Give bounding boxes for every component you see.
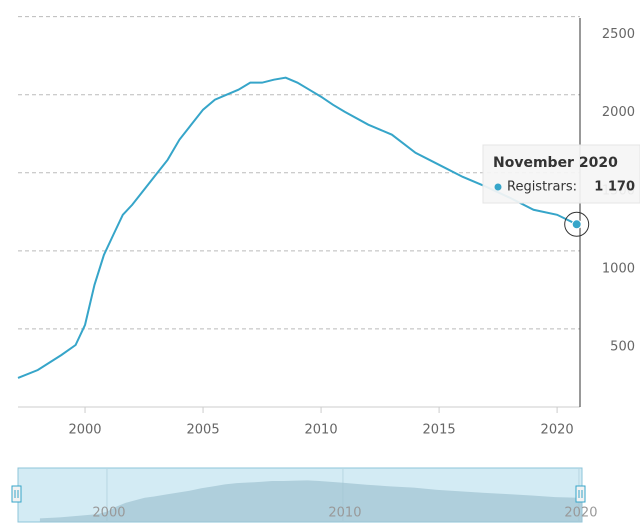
x-tick-label: 2020 xyxy=(541,423,574,438)
navigator-handle[interactable] xyxy=(575,485,586,503)
y-tick-label: 2000 xyxy=(602,105,635,120)
navigator[interactable]: 2000 2010 2020 xyxy=(11,467,599,523)
navigator-tick-label: 2000 xyxy=(92,506,125,521)
navigator-area xyxy=(39,480,582,522)
tooltip-dot xyxy=(494,183,502,191)
x-tick-label: 2015 xyxy=(423,423,456,438)
plot: 500100015002000250020002005201020152020 xyxy=(17,16,635,438)
x-tick-label: 2005 xyxy=(187,423,220,438)
series-line xyxy=(17,76,578,379)
tooltip-box xyxy=(482,144,640,204)
y-tick-label: 2500 xyxy=(602,27,635,42)
y-tick-label: 500 xyxy=(610,339,635,354)
tooltip-label: Registrars: xyxy=(507,180,577,195)
y-tick-label: 1000 xyxy=(602,261,635,276)
navigator-handle[interactable] xyxy=(11,485,22,503)
navigator-tick-label: 2010 xyxy=(328,506,361,521)
tooltip: November 2020 Registrars: 1 170 xyxy=(482,144,640,204)
x-tick-label: 2000 xyxy=(68,423,101,438)
navigator-tick-label: 2020 xyxy=(564,506,597,521)
tooltip-title: November 2020 xyxy=(493,155,618,171)
x-tick-label: 2010 xyxy=(305,423,338,438)
tooltip-value: 1 170 xyxy=(594,180,635,195)
hover-point xyxy=(571,219,582,230)
hover-halo xyxy=(564,211,590,237)
